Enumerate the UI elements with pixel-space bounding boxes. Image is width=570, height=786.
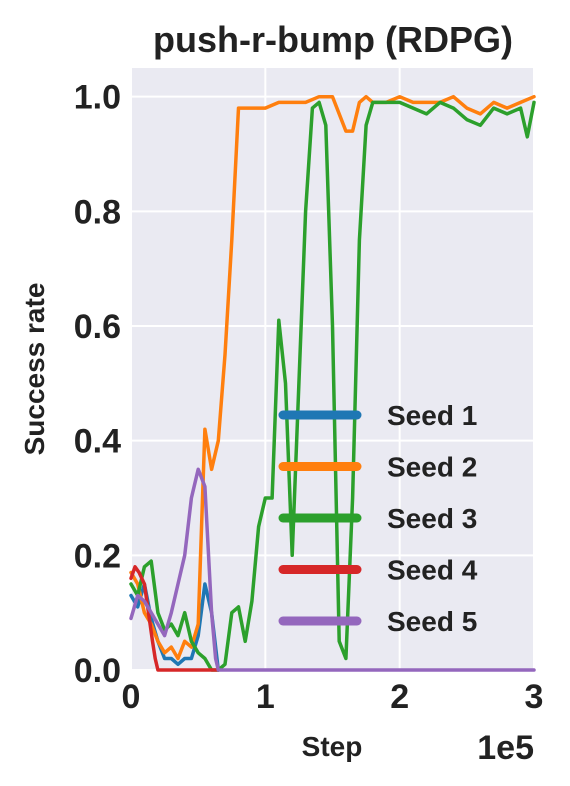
series-line-5 <box>129 467 536 672</box>
y-axis-label: Success rate <box>19 283 50 456</box>
series-line-4 <box>129 565 221 672</box>
x-tick-label: 3 <box>525 678 544 716</box>
y-tick-label: 0.8 <box>74 193 121 231</box>
legend: Seed 1 Seed 2 Seed 3 Seed 4 Seed 5 <box>278 400 478 637</box>
x-scale-label: 1e5 <box>477 729 534 767</box>
x-tick-label: 0 <box>122 678 141 716</box>
x-tick-label: 1 <box>256 678 275 716</box>
legend-label: Seed 1 <box>387 400 477 431</box>
y-tick-labels: 0.0 0.2 0.4 0.6 0.8 1.0 <box>74 79 121 690</box>
y-tick-label: 0.4 <box>74 423 121 461</box>
legend-label: Seed 5 <box>387 606 477 637</box>
y-tick-label: 0.0 <box>74 652 121 690</box>
x-tick-label: 2 <box>390 678 409 716</box>
legend-label: Seed 2 <box>387 452 477 483</box>
chart-title: push-r-bump (RDPG) <box>153 19 513 60</box>
y-tick-label: 0.2 <box>74 537 121 575</box>
x-tick-labels: 0 1 2 3 <box>122 678 544 716</box>
y-tick-label: 0.6 <box>74 308 121 346</box>
legend-label: Seed 4 <box>387 555 478 586</box>
x-axis-label: Step <box>302 731 363 762</box>
y-tick-label: 1.0 <box>74 79 121 117</box>
legend-label: Seed 3 <box>387 503 477 534</box>
